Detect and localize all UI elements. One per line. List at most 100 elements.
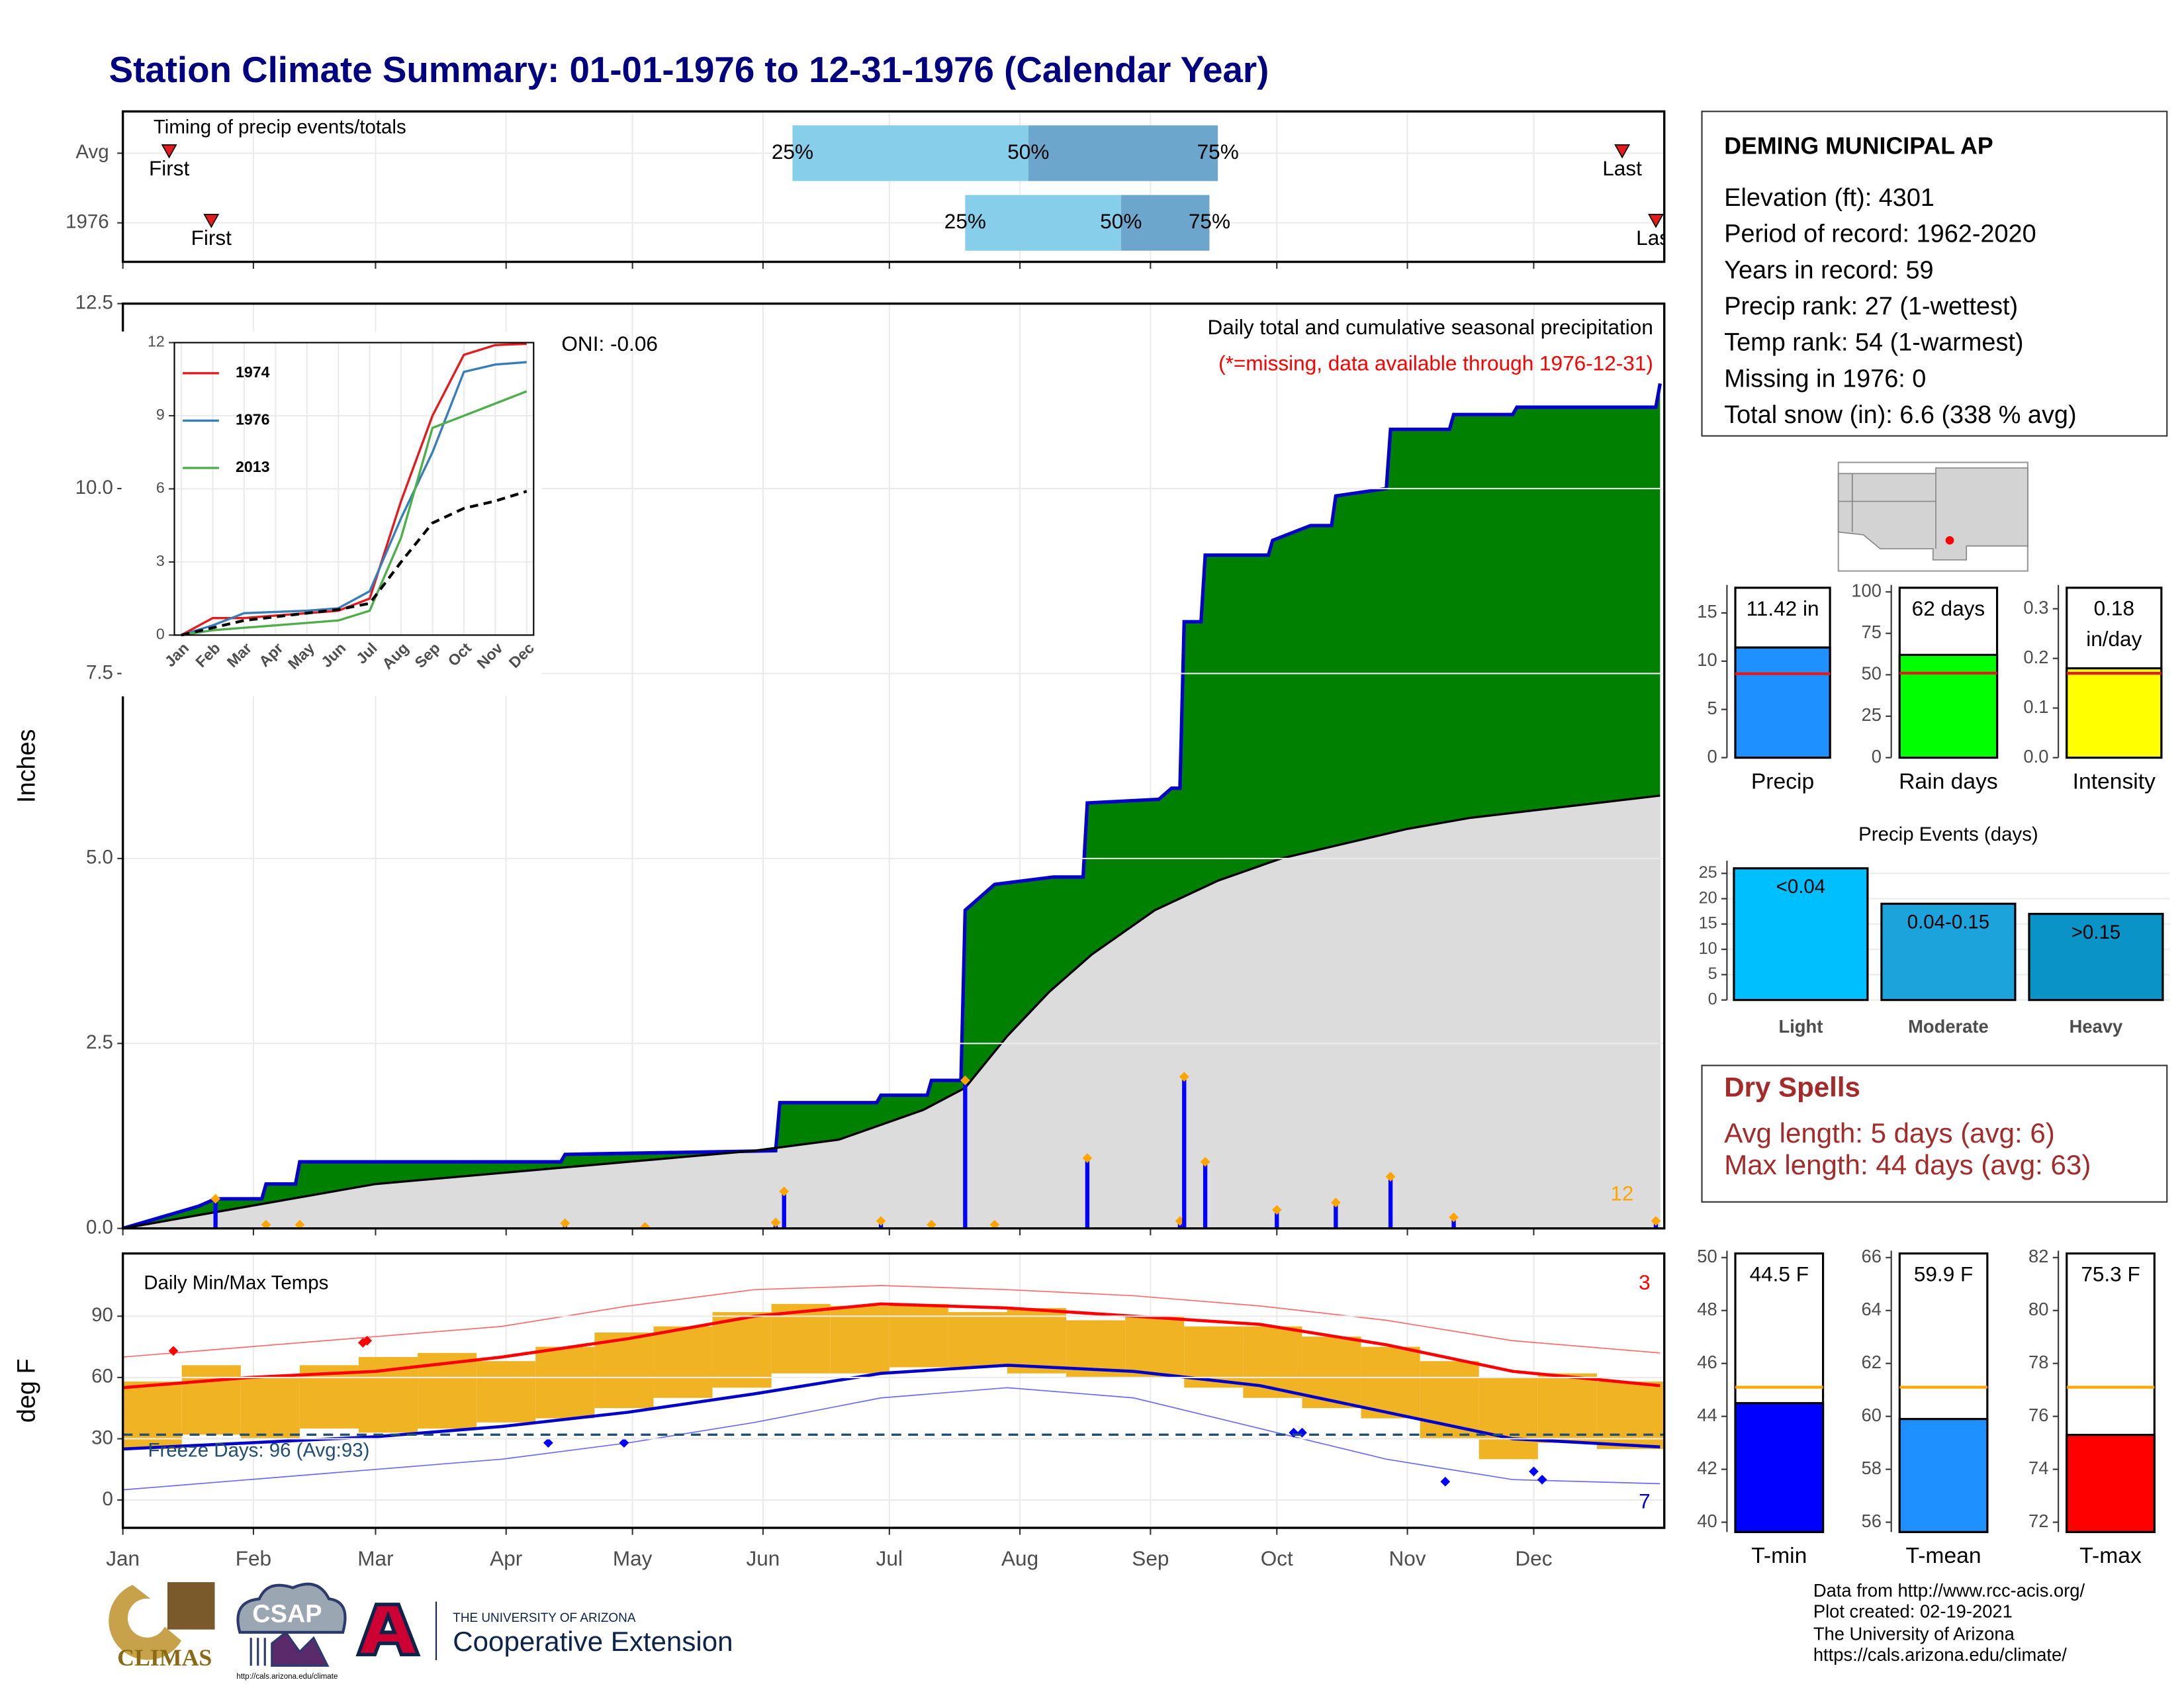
y-tick-label: 0.1 — [2023, 696, 2048, 717]
credit-line: The University of Arizona — [1813, 1623, 2015, 1644]
info-line: Elevation (ft): 4301 — [1724, 184, 1934, 212]
low-count: 7 — [1639, 1489, 1651, 1513]
daily-bar — [1085, 1158, 1090, 1229]
x-tick-label: T-min — [1751, 1544, 1807, 1568]
freeze-label: Freeze Days: 96 (Avg:93) — [148, 1439, 370, 1461]
daily-marker — [927, 1219, 936, 1229]
record-marker — [1537, 1474, 1547, 1485]
ua-logo: THE UNIVERSITY OF ARIZONA Cooperative Ex… — [355, 1601, 733, 1660]
x-tick-label: Precip — [1751, 769, 1814, 794]
x-tick-label: Oct — [1261, 1546, 1293, 1570]
quantile-label: 25% — [772, 140, 813, 164]
y-tick-label: 44 — [1697, 1405, 1717, 1425]
y-tick-label: 9 — [156, 406, 165, 423]
panel-content: 25% 50% 75% First Last 25% 50% 75% First Last — [122, 111, 1676, 262]
y-tick-label: 10.0 — [75, 477, 113, 498]
bar-value-label: 0.04-0.15 — [1907, 912, 1989, 933]
daily-bar — [1388, 1176, 1393, 1229]
y-tick-label: 0 — [156, 626, 165, 643]
temp-range-bar — [1596, 1382, 1664, 1449]
y-tick-label: 5 — [1708, 964, 1717, 983]
temp-range-bar — [535, 1346, 595, 1419]
x-tick-label: Apr — [490, 1546, 522, 1570]
x-tick-label: Dec — [1515, 1546, 1552, 1570]
y-tick-label: 58 — [1862, 1458, 1882, 1478]
bar — [2066, 1434, 2156, 1533]
info-line: Missing in 1976: 0 — [1724, 365, 1926, 393]
record-marker — [1440, 1476, 1451, 1487]
y-tick-label: 30 — [91, 1427, 113, 1448]
temp-range-bar — [594, 1333, 654, 1409]
ua-a — [355, 1603, 421, 1657]
temp-range-bar — [1361, 1346, 1420, 1419]
dry-spells-title: Dry Spells — [1724, 1071, 1860, 1102]
y-tick-label: 0 — [1707, 746, 1717, 767]
quartile-box — [1028, 125, 1218, 181]
y-tick-label: 6 — [156, 479, 165, 496]
record-marker — [168, 1346, 179, 1356]
series-line — [181, 342, 527, 636]
info-line: Years in record: 59 — [1724, 256, 1933, 284]
cumulative-line — [122, 383, 1662, 1229]
info-line: Temp rank: 54 (1-warmest) — [1724, 329, 2023, 357]
y-tick-label: 46 — [1697, 1352, 1717, 1372]
x-tick-label: Intensity — [2073, 769, 2156, 794]
event-label: Last — [1602, 156, 1642, 180]
quartile-box — [1120, 195, 1210, 251]
daily-bar — [782, 1191, 786, 1229]
y-tick-label: 0.0 — [2023, 746, 2048, 767]
bar — [1734, 1402, 1825, 1533]
y-tick-label: 72 — [2028, 1511, 2048, 1531]
y-tick-label: 80 — [2028, 1299, 2048, 1319]
legend-label: 2013 — [236, 458, 270, 475]
daily-bar — [1182, 1076, 1187, 1229]
temp-range-bar — [830, 1305, 889, 1374]
daily-bar — [213, 1198, 218, 1229]
temp-range-bar — [1007, 1307, 1067, 1374]
corner-count: 12 — [1610, 1182, 1633, 1205]
y-tick-label: 40 — [1697, 1511, 1717, 1531]
event-label: Last — [1636, 226, 1676, 250]
event-marker — [1614, 144, 1631, 159]
logo-cloud — [236, 1582, 347, 1634]
station-dot — [1945, 536, 1954, 545]
y-tick-label: 64 — [1862, 1299, 1882, 1319]
y-tick-label: 25 — [1699, 863, 1717, 882]
csap-logo: CSAP http://cals.arizona.edu/climate — [236, 1582, 347, 1681]
bar-value-label: >0.15 — [2071, 921, 2121, 943]
daily-bar — [1334, 1202, 1338, 1229]
csap-text: CSAP — [252, 1601, 322, 1628]
extension-text: Cooperative Extension — [453, 1626, 733, 1657]
y-tick-label: 100 — [1851, 580, 1882, 600]
bar-value-label: 44.5 F — [1750, 1262, 1809, 1286]
station-name: DEMING MUNICIPAL AP — [1724, 132, 1993, 159]
temp-range-bar — [653, 1326, 713, 1398]
logo-shape — [109, 1585, 182, 1660]
x-tick-label: Sep — [1132, 1546, 1169, 1570]
event-marker — [1648, 214, 1664, 228]
series-line — [181, 390, 527, 637]
normal-max-line — [122, 1302, 1661, 1389]
panel-border — [121, 302, 1666, 1230]
logo-shape — [167, 1582, 215, 1630]
dry-spells-line: Avg length: 5 days (avg: 6) — [1724, 1117, 2055, 1149]
x-tick-label: Feb — [236, 1546, 271, 1570]
bar-value-label: 0.18 in/day — [2086, 596, 2142, 651]
panel-border — [121, 110, 1666, 263]
temp-range-bar — [1479, 1377, 1538, 1460]
climas-text: CLIMAS — [117, 1644, 212, 1671]
y-tick-label: 3 — [156, 552, 165, 569]
daily-bar — [1451, 1217, 1456, 1229]
normal-min-line — [122, 1364, 1661, 1451]
daily-marker — [876, 1216, 886, 1226]
page-title: Station Climate Summary: 01-01-1976 to 1… — [109, 49, 1269, 90]
info-line: Precip rank: 27 (1-wettest) — [1724, 293, 2018, 320]
x-tick-label: Light — [1779, 1016, 1823, 1037]
y-tick-label: 5.0 — [86, 847, 113, 868]
record-marker — [1529, 1466, 1539, 1477]
x-tick-label: Nov — [1388, 1546, 1426, 1570]
chart-subtitle: (*=missing, data available through 1976-… — [1218, 352, 1653, 375]
info-line: Total snow (in): 6.6 (338 % avg) — [1724, 401, 2076, 429]
y-tick-label: 50 — [1697, 1246, 1717, 1266]
x-tick-label: T-mean — [1906, 1544, 1981, 1568]
